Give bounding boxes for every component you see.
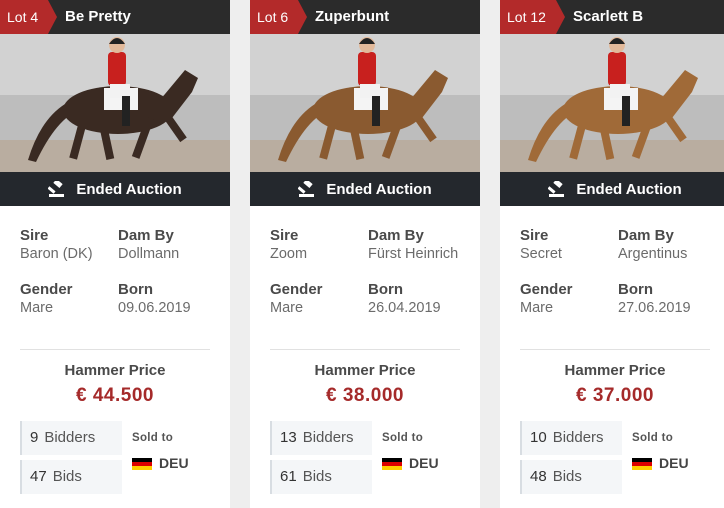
bids-number: 47 xyxy=(30,468,47,485)
dam-by-value: Argentinus xyxy=(618,246,688,262)
dam-by-label: Dam By xyxy=(368,227,424,244)
buyer-country: DEU xyxy=(659,455,689,471)
buyer-country: DEU xyxy=(409,455,439,471)
dam-by-value: Dollmann xyxy=(118,246,180,262)
lot-number-badge: Lot 12 xyxy=(500,0,565,34)
auction-card[interactable]: Lot 4 Be Pretty Ended Auction Sire Baron… xyxy=(0,0,230,508)
sold-to-label: Sold to xyxy=(632,432,674,444)
lot-header-bar: Lot 6 Zuperbunt xyxy=(250,0,480,34)
buyer-country: DEU xyxy=(159,455,189,471)
born-label: Born xyxy=(618,281,653,298)
bidders-count: 9 Bidders xyxy=(20,421,122,455)
gavel-icon xyxy=(298,181,316,197)
sire-value: Baron (DK) xyxy=(20,246,93,262)
bids-label: Bids xyxy=(52,468,82,485)
hammer-price-label: Hammer Price xyxy=(314,362,416,379)
gender-value: Mare xyxy=(520,300,554,316)
hammer-price-label: Hammer Price xyxy=(64,362,166,379)
bidders-label: Bidders xyxy=(302,429,354,446)
sire-value: Secret xyxy=(520,246,562,262)
germany-flag-icon xyxy=(132,458,152,470)
gender-label: Gender xyxy=(270,281,323,298)
bids-number: 48 xyxy=(530,468,547,485)
bidders-count: 13 Bidders xyxy=(270,421,372,455)
gender-label: Gender xyxy=(20,281,73,298)
dam-by-value: Fürst Heinrich xyxy=(368,246,459,262)
sire-label: Sire xyxy=(270,227,299,244)
born-label: Born xyxy=(368,281,403,298)
sold-to-label: Sold to xyxy=(132,432,174,444)
hammer-price-value: € 44.500 xyxy=(76,385,154,406)
sire-label: Sire xyxy=(520,227,549,244)
status-label: Ended Auction xyxy=(76,180,182,198)
auction-card[interactable]: Lot 12 Scarlett B Ended Auction Sire Sec… xyxy=(500,0,724,508)
germany-flag-icon xyxy=(632,458,652,470)
horse-name[interactable]: Be Pretty xyxy=(65,8,131,25)
bidders-number: 10 xyxy=(530,429,547,446)
hammer-price-value: € 38.000 xyxy=(326,385,404,406)
status-label: Ended Auction xyxy=(576,180,682,198)
sire-label: Sire xyxy=(20,227,49,244)
bids-label: Bids xyxy=(552,468,582,485)
sold-to-label: Sold to xyxy=(382,432,424,444)
gavel-icon xyxy=(48,181,66,197)
lot-number-badge: Lot 4 xyxy=(0,0,58,34)
status-label: Ended Auction xyxy=(326,180,432,198)
dam-by-label: Dam By xyxy=(618,227,674,244)
divider xyxy=(270,349,460,350)
born-value: 09.06.2019 xyxy=(118,300,191,316)
sire-value: Zoom xyxy=(270,246,308,262)
bids-label: Bids xyxy=(302,468,332,485)
divider xyxy=(520,349,710,350)
gender-value: Mare xyxy=(270,300,304,316)
bids-count: 61 Bids xyxy=(270,460,372,494)
hammer-price-value: € 37.000 xyxy=(576,385,654,406)
born-value: 26.04.2019 xyxy=(368,300,441,316)
bidders-number: 9 xyxy=(30,429,39,446)
auction-status-bar: Ended Auction xyxy=(500,172,724,206)
bids-count: 48 Bids xyxy=(520,460,622,494)
bidders-number: 13 xyxy=(280,429,297,446)
auction-status-bar: Ended Auction xyxy=(0,172,230,206)
auction-card[interactable]: Lot 6 Zuperbunt Ended Auction Sire Zoom … xyxy=(250,0,480,508)
bidders-label: Bidders xyxy=(552,429,604,446)
lot-number-badge: Lot 6 xyxy=(250,0,308,34)
bidders-count: 10 Bidders xyxy=(520,421,622,455)
bids-number: 61 xyxy=(280,468,297,485)
bids-count: 47 Bids xyxy=(20,460,122,494)
hammer-price-label: Hammer Price xyxy=(564,362,666,379)
born-value: 27.06.2019 xyxy=(618,300,691,316)
auction-status-bar: Ended Auction xyxy=(250,172,480,206)
germany-flag-icon xyxy=(382,458,402,470)
lot-header-bar: Lot 12 Scarlett B xyxy=(500,0,724,34)
gavel-icon xyxy=(548,181,566,197)
bidders-label: Bidders xyxy=(44,429,96,446)
gender-label: Gender xyxy=(520,281,573,298)
horse-name[interactable]: Zuperbunt xyxy=(315,8,390,25)
lot-header-bar: Lot 4 Be Pretty xyxy=(0,0,230,34)
dam-by-label: Dam By xyxy=(118,227,174,244)
divider xyxy=(20,349,210,350)
horse-name[interactable]: Scarlett B xyxy=(573,8,644,25)
gender-value: Mare xyxy=(20,300,54,316)
born-label: Born xyxy=(118,281,153,298)
